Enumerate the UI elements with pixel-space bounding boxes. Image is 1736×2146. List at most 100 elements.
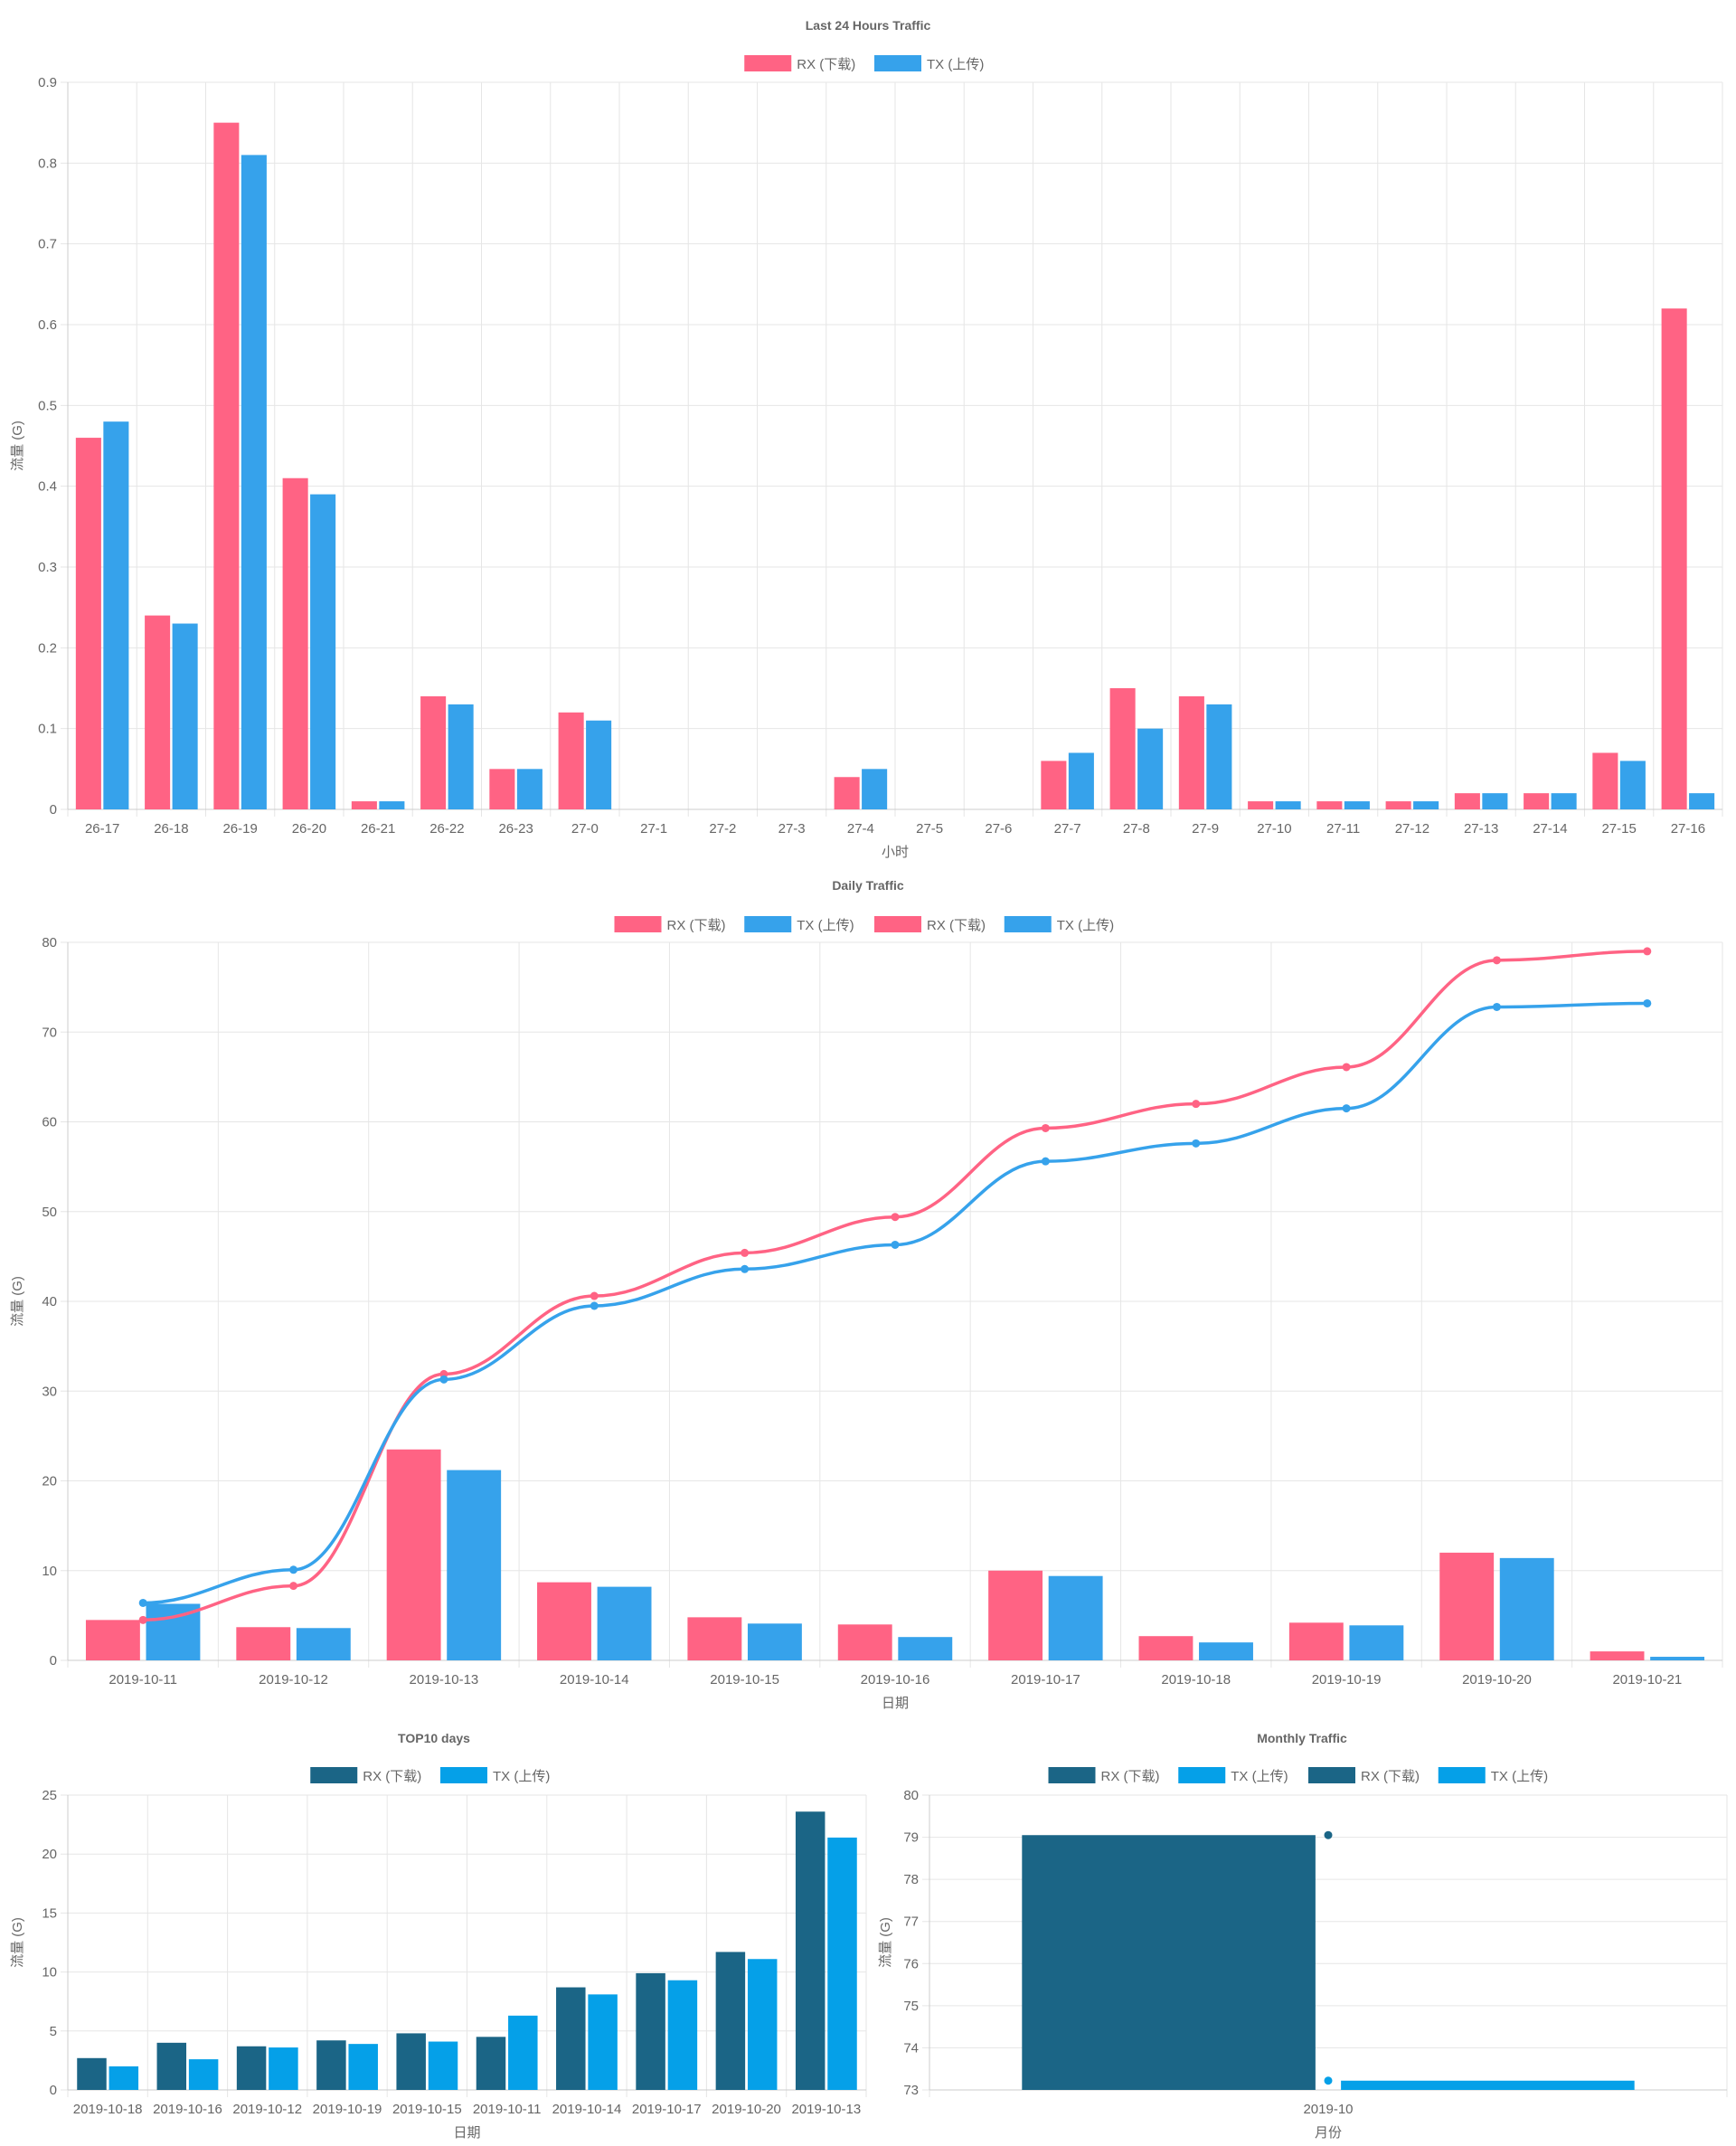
line-point [1643,947,1652,956]
x-tick-label: 27-15 [1601,821,1636,837]
legend: RX (下载) TX (上传) RX (下载) TX (上传) [614,916,1114,933]
line-point [138,1598,147,1607]
bar [1109,688,1136,809]
y-tick-label: 74 [903,2040,919,2056]
bar [1482,793,1508,809]
y-tick-label: 0.1 [38,722,57,737]
bar [269,2047,298,2090]
bar [556,1987,586,2090]
legend-swatch [1308,1767,1355,1783]
bar [476,2037,506,2090]
line-point [289,1565,298,1574]
legend-swatch [1178,1767,1226,1783]
x-tick-label: 2019-10-19 [1312,1672,1382,1687]
y-tick-label: 0.4 [38,479,57,495]
x-tick-label: 27-10 [1257,821,1291,837]
line-point [891,1240,900,1249]
bar [1206,704,1232,809]
data-point [1324,1830,1333,1839]
chart-title: Monthly Traffic [1257,1731,1347,1745]
bar [348,2044,378,2090]
bar [586,720,612,809]
line-point [590,1301,599,1310]
y-tick-label: 20 [42,1474,57,1489]
legend-swatch [744,55,792,71]
x-tick-label: 26-20 [292,821,326,837]
x-tick-label: 27-14 [1533,821,1567,837]
x-tick-label: 27-5 [916,821,943,837]
bar [1288,1622,1344,1660]
bar [310,494,336,809]
bar [145,615,171,809]
bar [516,769,542,809]
chart-title: Daily Traffic [832,878,904,893]
y-tick-label: 30 [42,1384,57,1399]
y-tick-label: 75 [903,1999,919,2014]
legend-swatch [874,916,921,932]
bar [834,777,860,809]
x-axis-title: 日期 [453,2125,480,2141]
bar [428,2041,458,2090]
legend-label: TX (上传) [1491,1769,1548,1784]
bar [236,2046,267,2090]
bar [1344,801,1370,809]
bar [77,2057,107,2090]
monthly-traffic-svg: Monthly Traffic RX (下载) TX (上传) RX (下载) TX (… [878,1731,1728,2141]
y-tick-label: 70 [42,1025,57,1040]
line-point [1041,1157,1050,1166]
y-axis-title: 流量 (G) [10,1917,25,1968]
bar [103,421,129,809]
x-tick-label: 27-2 [709,821,736,837]
bar [1499,1557,1554,1660]
legend-label: RX (下载) [797,57,855,72]
bar [1385,801,1411,809]
line-point [1342,1063,1351,1072]
x-tick-label: 26-23 [498,821,533,837]
point-series [1324,2076,1333,2085]
x-tick-label: 26-17 [85,821,119,837]
x-tick-label: 2019-10-11 [473,2102,542,2117]
bar [687,1617,742,1660]
legend-swatch [744,916,792,932]
bar [837,1624,892,1660]
x-tick-label: 2019-10-18 [1161,1672,1231,1687]
x-axis-title: 小时 [882,845,909,859]
bar [108,2066,139,2090]
y-tick-label: 78 [903,1872,919,1887]
line-series [138,998,1652,1607]
bar [597,1586,652,1660]
legend-label: TX (上传) [1057,918,1114,933]
top10-days-svg: TOP10 days RX (下载) TX (上传) 0 5 10 15 20 25 2019-1… [10,1731,867,2141]
chart-title: Last 24 Hours Traffic [806,18,931,33]
x-tick-label: 2019-10-14 [560,1672,629,1687]
y-tick-label: 79 [903,1830,919,1846]
legend-label: RX (下载) [927,918,986,933]
line-point [1492,956,1501,965]
legend: RX (下载) TX (上传) [744,55,984,72]
y-tick-label: 77 [903,1914,919,1930]
point-series [1324,1830,1333,1839]
y-tick-label: 25 [42,1788,57,1803]
legend-label: TX (上传) [927,57,984,72]
bar-series [75,122,1687,810]
y-axis-title: 流量 (G) [10,421,25,471]
line-point [1492,1002,1501,1011]
bar-series [146,1470,1705,1660]
series-line [143,1001,1647,1605]
bar [156,2042,187,2090]
y-tick-label: 0.6 [38,317,57,333]
bar [1590,1651,1645,1660]
bar [1661,308,1687,810]
line-series [138,947,1652,1624]
bar [316,2040,346,2090]
legend-swatch [614,916,662,932]
x-tick-label: 27-16 [1671,821,1705,837]
bar [489,769,515,809]
y-tick-label: 20 [42,1847,57,1862]
bar-series [77,1811,826,2090]
legend-swatch [310,1767,358,1783]
bar [351,801,377,809]
y-tick-label: 80 [42,935,57,950]
x-tick-label: 2019-10-15 [392,2102,462,2117]
bar [1413,801,1439,809]
